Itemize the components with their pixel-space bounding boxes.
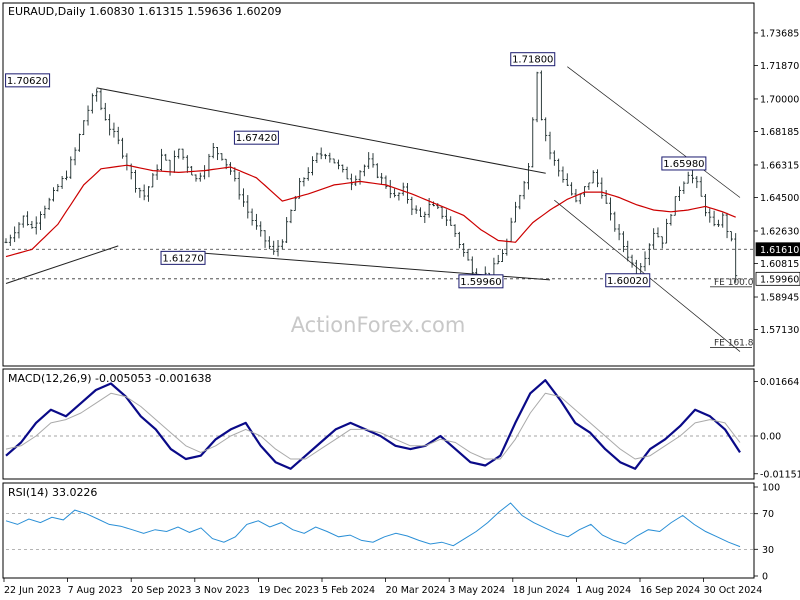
price-annotation: 1.67420 <box>233 130 279 145</box>
x-tick-label: 18 Jun 2024 <box>513 585 570 596</box>
x-tick-label: 3 May 2024 <box>449 585 505 596</box>
moving-average-line <box>5 164 736 258</box>
y-tick-label: 1.68185 <box>760 127 799 138</box>
fibonacci-label: FE 161.8 <box>714 339 754 349</box>
macd-tick-label: -0.011515 <box>760 469 800 480</box>
y-tick-label: 1.57130 <box>760 325 799 336</box>
annotation-label: 1.65980 <box>663 159 704 170</box>
rsi-tick-label: 70 <box>762 509 774 520</box>
annotation-label: 1.70620 <box>7 76 48 87</box>
x-tick-label: 7 Aug 2023 <box>68 585 123 596</box>
annotation-label: 1.59960 <box>460 277 501 288</box>
y-tick-label: 1.60815 <box>760 259 799 270</box>
x-tick-label: 16 Sep 2024 <box>640 585 700 596</box>
price-badge: 1.59960 <box>755 271 800 286</box>
price-annotation: 1.59960 <box>458 274 504 289</box>
y-tick-label: 1.58945 <box>760 293 799 304</box>
falling-channel-top-trendline <box>567 66 741 198</box>
y-tick-label: 1.70000 <box>760 94 799 105</box>
lower-support-trendline <box>5 245 119 284</box>
x-tick-label: 22 Jun 2023 <box>4 585 61 596</box>
price-badge-label: 1.61610 <box>760 245 799 256</box>
price-annotation: 1.70620 <box>5 73 51 88</box>
price-badge-label: 1.59960 <box>760 274 799 285</box>
annotation-label: 1.71800 <box>512 55 553 66</box>
price-annotation: 1.65980 <box>661 156 707 171</box>
price-annotation: 1.71800 <box>510 52 556 67</box>
y-tick-label: 1.71870 <box>760 61 799 72</box>
macd-tick-label: 0.01664 <box>760 377 799 388</box>
x-tick-label: 3 Nov 2023 <box>195 585 250 596</box>
macd-header: MACD(12,26,9) -0.005053 -0.001638 <box>8 372 211 385</box>
y-tick-label: 1.73685 <box>760 28 799 39</box>
rsi-tick-label: 100 <box>762 483 780 494</box>
upper-channel-trendline <box>96 87 546 174</box>
x-tick-label: 20 Sep 2023 <box>131 585 191 596</box>
watermark: ActionForex.com <box>291 313 466 337</box>
y-tick-label: 1.64500 <box>760 193 799 204</box>
macd-signal-line <box>5 392 741 460</box>
annotation-label: 1.61270 <box>162 253 203 264</box>
price-annotation: 1.61270 <box>160 250 206 265</box>
rsi-line <box>5 502 741 548</box>
y-tick-label: 1.66315 <box>760 160 799 171</box>
annotation-label: 1.60020 <box>607 276 648 287</box>
macd-tick-label: 0.00 <box>760 431 781 442</box>
x-tick-label: 19 Dec 2023 <box>258 585 319 596</box>
price-annotation: 1.60020 <box>605 273 651 288</box>
x-tick-label: 30 Oct 2024 <box>704 585 763 596</box>
rsi-panel-frame <box>2 482 755 579</box>
rsi-tick-label: 30 <box>762 545 774 556</box>
annotation-label: 1.67420 <box>236 133 277 144</box>
main-header: EURAUD,Daily 1.60830 1.61315 1.59636 1.6… <box>8 5 282 18</box>
rsi-header: RSI(14) 33.0226 <box>8 486 97 499</box>
x-tick-label: 20 Mar 2024 <box>386 585 446 596</box>
price-badge: 1.61610 <box>755 242 800 257</box>
x-tick-label: 1 Aug 2024 <box>576 585 631 596</box>
price-bars <box>4 70 738 286</box>
macd-panel-frame <box>2 368 755 480</box>
fibonacci-label: FE 100.0 <box>714 278 754 288</box>
y-tick-label: 1.62630 <box>760 226 799 237</box>
macd-line <box>5 379 741 470</box>
rsi-tick-label: 0 <box>762 572 768 583</box>
x-tick-label: 5 Feb 2024 <box>322 585 375 596</box>
